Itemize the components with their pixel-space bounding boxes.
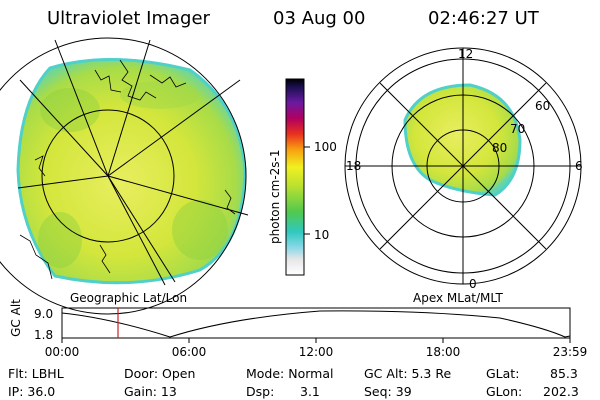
alt-xtick-2359: 23:59 [553, 345, 588, 359]
gc-alt-value: GC Alt: 5.3 Re [364, 366, 452, 381]
glat-value: 85.3 [550, 366, 578, 381]
alt-ytick-1.8: 1.8 [34, 328, 53, 342]
ip-value: IP: 36.0 [8, 384, 56, 399]
gain-value: Gain: 13 [124, 384, 177, 399]
seq-value: Seq: 39 [364, 384, 412, 399]
lat-label-70: 70 [510, 122, 525, 136]
colorbar-tick-100: 100 [314, 140, 337, 154]
glon-value: 202.3 [543, 384, 579, 399]
mlt-label-0: 0 [469, 277, 477, 291]
dsp-value: 3.1 [300, 384, 320, 399]
alt-xtick-0600: 06:00 [172, 345, 207, 359]
glon-label: GLon: [486, 384, 523, 399]
date-label: 03 Aug 00 [273, 8, 366, 29]
alt-xtick-0000: 00:00 [45, 345, 80, 359]
alt-ylabel: GC Alt [9, 299, 23, 337]
colorbar [285, 78, 310, 276]
flt-value: Flt: LBHL [8, 366, 64, 381]
mode-value: Mode: Normal [246, 366, 334, 381]
colorbar-tick-10: 10 [314, 228, 330, 242]
glat-label: GLat: [486, 366, 520, 381]
alt-xtick-1200: 12:00 [299, 345, 334, 359]
mlt-label-18: 18 [346, 159, 361, 173]
polar-caption: Apex MLat/MLT [413, 291, 503, 305]
time-label: 02:46:27 UT [428, 8, 539, 29]
instrument-title: Ultraviolet Imager [47, 8, 210, 29]
alt-xtick-1800: 18:00 [426, 345, 461, 359]
lat-label-80: 80 [492, 141, 507, 155]
mlt-label-6: 6 [575, 159, 583, 173]
dsp-label: Dsp: [246, 384, 275, 399]
door-value: Door: Open [124, 366, 196, 381]
lat-label-60: 60 [535, 99, 550, 113]
alt-ytick-9: 9.0 [34, 307, 53, 321]
mlt-label-12: 12 [458, 47, 473, 61]
geo-caption: Geographic Lat/Lon [70, 291, 187, 305]
